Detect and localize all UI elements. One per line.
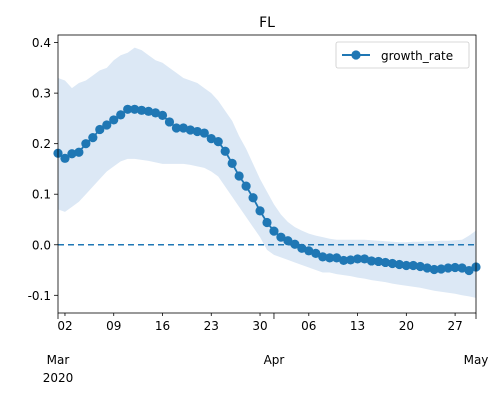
data-point (380, 257, 391, 268)
plot-frame (57, 34, 477, 314)
data-point (332, 253, 342, 263)
data-point (227, 158, 237, 168)
data-point (81, 139, 91, 149)
x-tick-label: 16 (155, 319, 170, 333)
x-tick-label: 06 (301, 319, 316, 333)
data-point (123, 104, 133, 114)
data-point (109, 115, 119, 125)
data-point (436, 264, 446, 274)
data-point (116, 110, 126, 120)
data-point (443, 263, 453, 273)
data-point (283, 236, 293, 246)
legend-label: growth_rate (381, 49, 453, 63)
data-point (408, 260, 418, 271)
data-point (366, 256, 377, 266)
data-point (234, 171, 244, 181)
data-point (67, 149, 77, 159)
data-point (157, 110, 168, 120)
x-tick-label: 20 (399, 319, 414, 333)
chart-title: FL (259, 15, 275, 31)
data-point (297, 243, 307, 253)
data-point (143, 106, 154, 116)
x-tick-label: 09 (106, 319, 121, 333)
x-year-label: 2020 (43, 371, 74, 385)
x-axis: 02 09 16 23 30 06 13 20 27 Mar 2020 Apr May (43, 313, 489, 385)
data-point (346, 255, 356, 265)
data-point (429, 264, 439, 275)
data-point (311, 248, 321, 258)
data-point (248, 193, 258, 203)
data-point (276, 232, 286, 242)
data-point (137, 105, 147, 115)
confidence-band (58, 47, 476, 298)
data-point (150, 108, 161, 118)
data-point (352, 254, 363, 264)
y-tick-label: 0.0 (32, 238, 51, 252)
data-point (269, 226, 279, 236)
data-point (241, 181, 251, 191)
x-tick-label: 30 (252, 319, 267, 333)
series-layer (53, 104, 481, 276)
confidence-band-area (58, 47, 476, 298)
data-point (359, 254, 370, 264)
data-point (318, 252, 328, 262)
data-point (464, 265, 474, 276)
legend: growth_rate (335, 41, 470, 69)
y-tick-label: 0.4 (32, 36, 51, 50)
data-point (450, 262, 460, 273)
legend-box (335, 41, 470, 69)
data-point (60, 153, 70, 163)
data-point (74, 147, 84, 157)
y-tick-label: 0.1 (32, 188, 51, 202)
data-point (220, 146, 230, 156)
x-tick-label: 27 (447, 319, 462, 333)
data-point (213, 137, 223, 147)
data-point (88, 133, 98, 143)
y-tick-label: 0.2 (32, 137, 51, 151)
data-point (192, 126, 202, 137)
data-point (290, 239, 300, 249)
data-point (102, 120, 112, 130)
x-tick-label: 23 (204, 319, 219, 333)
data-point (325, 253, 335, 263)
x-tick-label: 02 (57, 319, 72, 333)
data-point (304, 246, 314, 256)
y-axis: -0.1 0.0 0.1 0.2 0.3 0.4 (28, 36, 58, 303)
data-point (373, 256, 384, 267)
data-point (178, 123, 188, 133)
data-point (415, 261, 425, 272)
data-point (401, 260, 411, 271)
data-point (95, 124, 105, 135)
x-month-label: Mar (47, 353, 70, 367)
data-point (171, 123, 182, 133)
data-point (130, 104, 140, 114)
y-tick-label: -0.1 (28, 289, 51, 303)
data-point (262, 217, 272, 228)
x-tick-label: 13 (350, 319, 365, 333)
y-tick-label: 0.3 (32, 87, 51, 101)
data-point (387, 258, 397, 269)
x-month-label: May (464, 353, 489, 367)
data-point (199, 128, 209, 138)
data-point (206, 134, 216, 144)
x-month-label: Apr (264, 353, 285, 367)
data-point (394, 259, 404, 270)
legend-marker (351, 50, 361, 60)
data-point (457, 263, 467, 273)
data-point (164, 117, 175, 127)
data-point (185, 125, 195, 135)
data-point (339, 255, 349, 266)
data-point (255, 206, 265, 216)
data-point (422, 263, 432, 273)
